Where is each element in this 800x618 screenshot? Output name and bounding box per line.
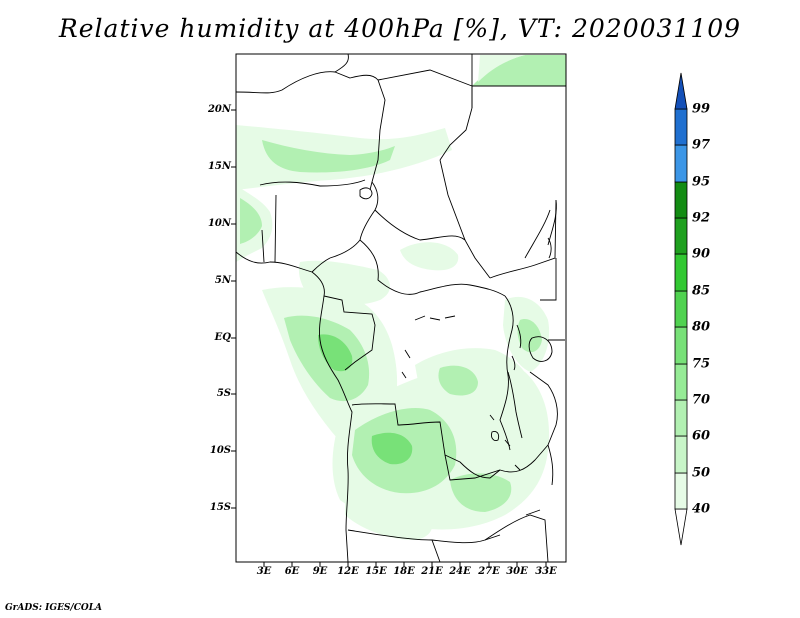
- colorbar-segment-75: [674, 326, 688, 365]
- west-africa-coastline: [235, 251, 353, 563]
- lakes: [359, 187, 554, 516]
- lake-albert: [516, 324, 522, 349]
- lake-tanganyika: [507, 371, 523, 439]
- colorbar-segment-90: [674, 217, 688, 255]
- lat-label-10s: 10S: [209, 445, 231, 456]
- border-tanzania: [529, 339, 565, 446]
- colorbar-label-97: 97: [692, 137, 711, 153]
- colorbar-label-85: 85: [692, 283, 711, 299]
- border-mali-niger: [235, 53, 349, 94]
- congo-river-marks: [401, 315, 541, 516]
- colorbar-label-99: 99: [692, 101, 711, 117]
- colorbar-label-70: 70: [692, 392, 711, 408]
- humidity-east-congo-core: [438, 365, 478, 396]
- lat-label-15n: 15N: [207, 161, 231, 172]
- humidity-ne-corner: [472, 55, 566, 86]
- latitude-ticks: [231, 109, 236, 509]
- lon-label-33e: 33E: [535, 566, 557, 577]
- colorbar-label-50: 50: [692, 465, 711, 481]
- lake-kivu: [511, 355, 516, 371]
- border-nigeria-niger: [259, 179, 366, 187]
- lon-label-21e: 21E: [421, 566, 443, 577]
- lat-label-10n: 10N: [207, 218, 231, 229]
- colorbar-label-80: 80: [692, 319, 711, 335]
- border-zambia: [444, 444, 549, 481]
- colorbar-segment-92: [674, 181, 688, 219]
- colorbar-segment-85: [674, 253, 688, 292]
- colorbar-segment-60: [674, 399, 688, 437]
- colorbar-segment-above-99: [674, 72, 688, 110]
- lat-label-5n: 5N: [214, 275, 231, 286]
- colorbar-label-90: 90: [692, 246, 711, 262]
- colorbar-label-95: 95: [692, 174, 711, 190]
- colorbar-label-60: 60: [692, 428, 711, 444]
- lon-label-15e: 15E: [365, 566, 387, 577]
- colorbar-label-75: 75: [692, 356, 711, 372]
- colorbar-segment-70: [674, 363, 688, 401]
- lake-turkana: [547, 237, 552, 259]
- border-nigeria-cameroon: [311, 257, 331, 273]
- colorbar-segment-95: [674, 144, 688, 183]
- border-benin: [261, 194, 277, 263]
- lon-label-6e: 6E: [284, 566, 300, 577]
- lat-label-5s: 5S: [216, 388, 231, 399]
- map-title: Relative humidity at 400hPa [%], VT: 202…: [58, 14, 742, 43]
- lat-label-eq: EQ: [214, 332, 231, 343]
- humidity-ne-corner-light: [478, 55, 525, 82]
- border-angola-namibia: [347, 529, 501, 544]
- colorbar-label-40: 40: [692, 501, 711, 517]
- border-drc-east: [499, 295, 514, 451]
- border-car-south: [359, 239, 506, 297]
- humidity-far-south: [345, 495, 433, 540]
- lake-chad: [359, 187, 373, 200]
- lake-malawi: [547, 444, 554, 486]
- lat-label-20n: 20N: [207, 104, 231, 115]
- border-ethiopia: [547, 199, 557, 246]
- humidity-south-east: [450, 473, 512, 512]
- longitude-ticks: [263, 562, 547, 567]
- border-car-north: [374, 209, 491, 279]
- colorbar-segment-97: [674, 108, 688, 146]
- border-uganda-kenya: [540, 258, 557, 301]
- colorbar-segment-50: [674, 435, 688, 474]
- colorbar-label-92: 92: [692, 210, 711, 226]
- lake-victoria: [528, 336, 553, 362]
- border-south: [431, 514, 549, 563]
- colorbar: [674, 72, 688, 546]
- humidity-congo-core: [318, 334, 353, 372]
- border-niger-chad: [334, 71, 386, 191]
- lon-label-3e: 3E: [256, 566, 272, 577]
- humidity-great-lakes-core: [517, 319, 542, 353]
- humidity-field: [236, 55, 566, 540]
- colorbar-segment-80: [674, 290, 688, 328]
- lon-label-27e: 27E: [478, 566, 500, 577]
- humidity-angola-core: [371, 432, 413, 465]
- colorbar-segment-below-40: [674, 508, 688, 546]
- colorbar-segment-40: [674, 472, 688, 510]
- map-frame: [235, 53, 567, 563]
- country-borders: [235, 53, 566, 563]
- border-sudan-south: [439, 107, 473, 241]
- border-chad-cameroon: [329, 181, 379, 259]
- humidity-west-coast-core: [240, 198, 262, 244]
- humidity-car-patch: [400, 242, 459, 271]
- humidity-sahel-core: [262, 140, 395, 173]
- grads-credit: GrADS: IGES/COLA: [5, 603, 103, 613]
- lon-label-30e: 30E: [506, 566, 528, 577]
- border-drc-angola: [351, 403, 501, 479]
- lake-mweru: [491, 431, 500, 441]
- border-congo-gabon: [323, 295, 376, 371]
- lat-label-15s: 15S: [209, 502, 231, 513]
- lon-label-12e: 12E: [337, 566, 359, 577]
- lon-label-9e: 9E: [312, 566, 328, 577]
- border-south-sudan: [489, 199, 557, 279]
- lon-label-24e: 24E: [449, 566, 471, 577]
- lon-label-18e: 18E: [393, 566, 415, 577]
- border-ne: [524, 209, 551, 259]
